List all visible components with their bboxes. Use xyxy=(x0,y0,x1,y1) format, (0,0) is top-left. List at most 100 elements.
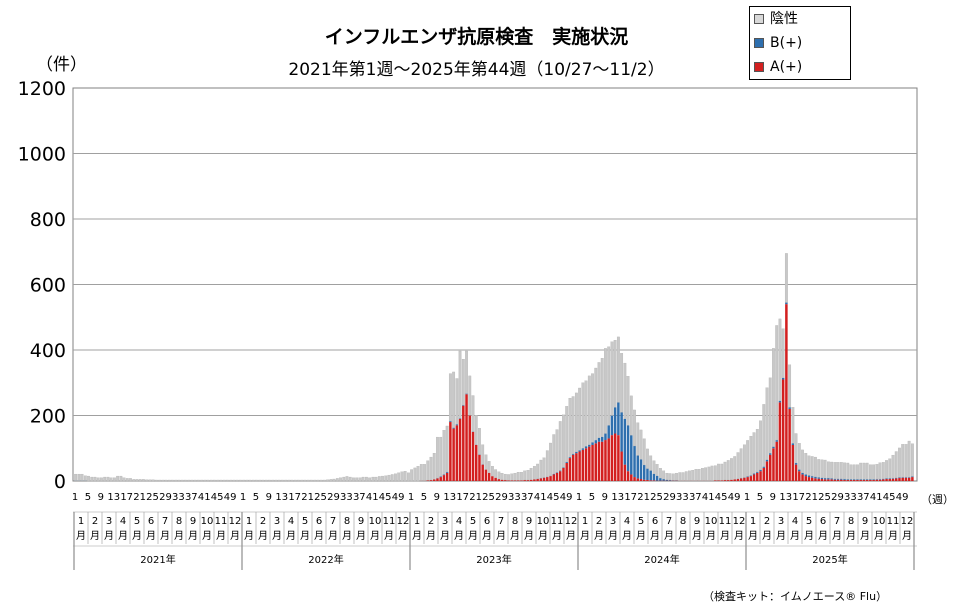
bar-negative xyxy=(888,458,892,479)
bar-a-positive xyxy=(529,479,533,481)
y-tick-label: 200 xyxy=(30,406,66,428)
bar-negative xyxy=(604,348,607,434)
bar-a-positive xyxy=(762,467,766,481)
bar-b-positive xyxy=(752,473,756,475)
x-month-number-label: 8 xyxy=(680,516,686,527)
x-month-number-label: 10 xyxy=(705,516,718,527)
x-month-number-label: 10 xyxy=(201,516,214,527)
bar-negative xyxy=(258,479,262,482)
bar-b-positive xyxy=(591,442,594,445)
x-week-tick-label: 21 xyxy=(133,492,146,503)
bar-b-positive xyxy=(840,478,843,480)
bar-negative xyxy=(329,479,333,482)
bar-b-positive xyxy=(636,455,640,479)
legend-swatch-a-positive xyxy=(754,62,764,72)
bar-negative xyxy=(184,479,187,482)
bar-a-positive xyxy=(487,472,491,481)
x-month-number-label: 8 xyxy=(344,516,350,527)
legend-swatch-b-positive xyxy=(754,38,764,48)
bar-negative xyxy=(474,415,478,445)
x-month-number-label: 8 xyxy=(848,516,854,527)
x-week-tick-label: 13 xyxy=(443,492,456,503)
bar-a-positive xyxy=(817,478,820,481)
bar-negative xyxy=(164,479,168,482)
bar-a-positive xyxy=(500,479,504,481)
x-week-tick-label: 5 xyxy=(421,492,427,503)
x-week-tick-label: 5 xyxy=(757,492,763,503)
bar-negative xyxy=(723,461,727,481)
x-month-suffix-label: 月 xyxy=(300,530,310,542)
bar-negative xyxy=(684,471,688,481)
x-week-tick-label: 9 xyxy=(434,492,440,503)
bar-negative xyxy=(112,477,116,482)
bar-negative xyxy=(122,477,126,482)
x-month-number-label: 8 xyxy=(176,516,182,527)
bar-negative xyxy=(90,476,94,482)
bar-a-positive xyxy=(613,433,617,481)
x-month-suffix-label: 月 xyxy=(790,530,800,542)
x-month-suffix-label: 月 xyxy=(748,530,758,542)
bar-b-positive xyxy=(830,478,833,480)
bar-a-positive xyxy=(646,480,649,481)
bar-negative xyxy=(96,477,100,482)
x-month-number-label: 9 xyxy=(526,516,532,527)
bar-negative xyxy=(232,479,236,482)
bar-negative xyxy=(322,479,326,482)
bar-negative xyxy=(839,462,843,479)
bar-a-positive xyxy=(836,479,840,481)
x-month-number-label: 1 xyxy=(78,516,84,527)
x-month-suffix-label: 月 xyxy=(132,530,142,542)
x-month-suffix-label: 月 xyxy=(776,530,786,542)
y-axis-unit-label: （件） xyxy=(36,55,87,75)
x-week-tick-label: 13 xyxy=(275,492,288,503)
bar-negative xyxy=(193,479,197,482)
bar-negative xyxy=(516,472,520,481)
bar-b-positive xyxy=(882,478,885,480)
bar-a-positive xyxy=(436,478,439,481)
x-month-suffix-label: 月 xyxy=(454,530,464,542)
bar-negative xyxy=(907,440,911,478)
bar-a-positive xyxy=(781,379,785,481)
bar-b-positive xyxy=(888,478,892,480)
x-month-suffix-label: 月 xyxy=(538,530,548,542)
x-month-number-label: 4 xyxy=(288,516,294,527)
x-month-suffix-label: 月 xyxy=(580,530,590,542)
bar-a-positive xyxy=(852,480,856,481)
bar-negative xyxy=(203,479,207,482)
bar-negative xyxy=(87,475,90,482)
bar-a-positive xyxy=(617,435,620,481)
x-month-number-label: 10 xyxy=(537,516,550,527)
x-month-number-label: 3 xyxy=(442,516,448,527)
bar-negative xyxy=(765,387,769,460)
bar-a-positive xyxy=(558,471,562,481)
bar-negative xyxy=(581,382,585,449)
x-month-suffix-label: 月 xyxy=(174,530,184,542)
bar-a-positive xyxy=(607,438,610,481)
bar-a-positive xyxy=(513,480,517,481)
bar-b-positive xyxy=(843,479,846,481)
x-week-tick-label: 49 xyxy=(728,492,741,503)
bar-negative xyxy=(587,375,591,445)
bar-a-positive xyxy=(726,480,730,481)
x-month-number-label: 1 xyxy=(414,516,420,527)
bar-a-positive xyxy=(455,425,459,481)
bar-b-positive xyxy=(814,476,817,479)
x-month-suffix-label: 月 xyxy=(370,530,380,542)
bar-negative xyxy=(865,462,869,480)
bar-b-positive xyxy=(626,425,630,472)
bar-b-positive xyxy=(875,479,879,480)
bar-b-positive xyxy=(575,451,578,454)
bar-a-positive xyxy=(597,441,601,481)
bar-negative xyxy=(616,336,620,403)
bar-a-positive xyxy=(865,480,869,481)
bar-negative xyxy=(804,453,808,475)
bar-b-positive xyxy=(849,479,853,481)
bar-b-positive xyxy=(798,469,801,472)
x-month-number-label: 7 xyxy=(498,516,504,527)
bar-negative xyxy=(426,460,430,481)
bar-b-positive xyxy=(749,475,753,477)
bar-negative xyxy=(242,479,246,482)
x-month-number-label: 9 xyxy=(694,516,700,527)
bar-negative xyxy=(671,473,675,481)
bar-negative xyxy=(862,462,866,480)
